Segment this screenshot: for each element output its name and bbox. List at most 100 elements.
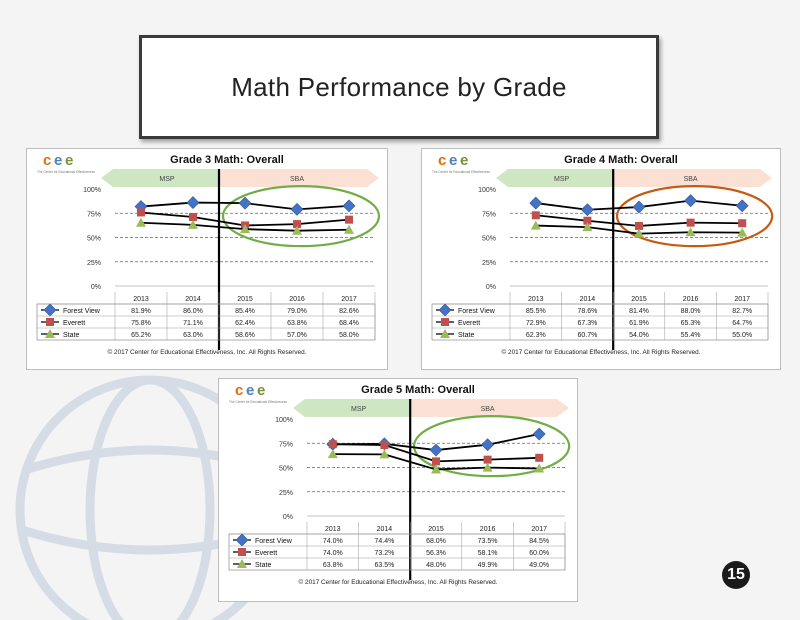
- grade5-xtick-label: 2017: [531, 526, 547, 533]
- grade4-everett-point: [738, 219, 747, 228]
- grade4-xtick-label: 2015: [631, 296, 647, 303]
- grade3-forest-view-point: [342, 199, 356, 213]
- grade5-everett-data-label: 74.0%: [323, 550, 343, 557]
- grade4-everett-point: [686, 218, 695, 227]
- grade4-everett-data-label: 72.9%: [526, 320, 546, 327]
- grade5-state-data-label: 49.0%: [529, 562, 549, 569]
- grade5-everett-data-label: 56.3%: [426, 550, 446, 557]
- grade3-state-point: [240, 224, 250, 234]
- slide-title: Math Performance by Grade: [231, 71, 567, 102]
- grade5-state-data-label: 49.9%: [478, 562, 498, 569]
- grade3-sba-band: [219, 169, 379, 187]
- grade3-state-legend-marker: [45, 329, 55, 338]
- grade3-forest-view-data-label: 85.4%: [235, 308, 255, 315]
- grade5-xtick-label: 2015: [428, 526, 444, 533]
- grade3-everett-data-label: 62.4%: [235, 320, 255, 327]
- grade5-everett-point: [535, 453, 544, 462]
- grade4-forest-view-data-label: 88.0%: [681, 308, 701, 315]
- grade5-state-point: [534, 463, 545, 473]
- grade3-xtick-label: 2013: [133, 296, 149, 303]
- grade5-everett-data-label: 73.2%: [374, 550, 394, 557]
- grade4-xtick-label: 2017: [734, 296, 750, 303]
- grade3-everett-point: [137, 208, 145, 217]
- grade4-forest-view-point: [735, 199, 749, 213]
- grade4-state-point: [634, 228, 644, 238]
- grade5-sba-label: SBA: [481, 406, 495, 413]
- grade3-chart-panel: c e e The Center for Educational Effectiven…: [26, 148, 388, 370]
- grade5-everett-point: [432, 457, 440, 466]
- grade4-state-legend-label: State: [458, 332, 474, 339]
- grade3-forest-view-data-label: 79.0%: [287, 308, 307, 315]
- grade4-state-data-label: 62.3%: [526, 332, 546, 339]
- grade5-state-data-label: 63.8%: [323, 562, 343, 569]
- grade4-forest-view-legend-label: Forest View: [458, 308, 496, 315]
- grade4-forest-view-point: [529, 196, 543, 210]
- grade5-forest-view-legend-marker: [235, 533, 249, 547]
- grade3-everett-point: [189, 213, 197, 222]
- grade4-xtick-label: 2016: [683, 296, 699, 303]
- grade5-forest-view-data-label: 73.5%: [478, 538, 498, 545]
- grade3-state-point: [188, 219, 198, 229]
- grade5-chart-panel: c e e The Center for Educational Effectiven…: [218, 378, 578, 602]
- grade4-sba-label: SBA: [684, 176, 698, 183]
- grade3-state-point: [136, 217, 146, 227]
- grade4-ytick-label: 75%: [482, 211, 496, 218]
- grade5-everett-legend-label: Everett: [255, 550, 277, 557]
- grade3-sba-label: SBA: [290, 176, 304, 183]
- grade5-everett-data-label: 60.0%: [529, 550, 549, 557]
- grade5-forest-view-point: [481, 438, 495, 452]
- grade4-forest-view-point: [684, 194, 698, 208]
- grade3-everett-point: [293, 220, 301, 229]
- grade5-everett-point: [328, 440, 337, 449]
- grade4-everett-point: [635, 221, 643, 230]
- grade4-everett-data-label: 61.9%: [629, 320, 649, 327]
- grade4-copyright: © 2017 Center for Educational Effectiven…: [502, 348, 701, 356]
- grade4-forest-view-data-label: 82.7%: [732, 308, 752, 315]
- grade4-forest-view-data-label: 78.6%: [577, 308, 597, 315]
- grade3-state-legend-label: State: [63, 332, 79, 339]
- grade5-forest-view-legend-label: Forest View: [255, 538, 293, 545]
- grade5-logo-letter: c: [235, 382, 243, 399]
- grade4-state-data-label: 55.0%: [732, 332, 752, 339]
- grade4-ytick-label: 25%: [482, 260, 496, 267]
- grade4-forest-view-data-label: 81.4%: [629, 308, 649, 315]
- slide-title-box: Math Performance by Grade: [139, 35, 659, 139]
- grade5-state-legend-marker: [237, 559, 247, 568]
- grade3-xtick-label: 2016: [289, 296, 305, 303]
- grade4-everett-legend-label: Everett: [458, 320, 480, 327]
- grade3-forest-view-data-label: 86.0%: [183, 308, 203, 315]
- grade4-chart-panel: c e e The Center for Educational Effectiven…: [421, 148, 781, 370]
- grade3-forest-view-data-label: 81.9%: [131, 308, 151, 315]
- grade5-forest-view-point: [429, 443, 443, 457]
- grade3-logo-tagline: The Center for Educational Effectiveness: [37, 170, 95, 174]
- grade4-logo-letter: e: [449, 152, 457, 169]
- grade5-state-data-label: 48.0%: [426, 562, 446, 569]
- grade3-everett-data-label: 68.4%: [339, 320, 359, 327]
- grade4-ytick-label: 50%: [482, 236, 496, 243]
- grade5-state-legend-label: State: [255, 562, 271, 569]
- grade5-msp-label: MSP: [351, 406, 367, 413]
- grade5-logo-tagline: The Center for Educational Effectiveness: [229, 400, 287, 404]
- grade5-msp-band: [293, 399, 411, 417]
- grade5-ytick-label: 75%: [279, 441, 293, 448]
- grade3-everett-point: [345, 215, 353, 224]
- grade5-state-data-label: 63.5%: [374, 562, 394, 569]
- grade3-msp-label: MSP: [159, 176, 175, 183]
- grade3-everett-data-label: 71.1%: [183, 320, 203, 327]
- grade5-ytick-label: 50%: [279, 466, 293, 473]
- grade3-logo-letter: c: [43, 152, 51, 169]
- grade4-ytick-label: 0%: [486, 284, 496, 291]
- grade5-forest-view-data-label: 74.4%: [374, 538, 394, 545]
- grade4-sba-band: [613, 169, 772, 187]
- grade5-xtick-label: 2013: [325, 526, 341, 533]
- grade5-state-point: [482, 462, 493, 472]
- grade3-everett-legend-label: Everett: [63, 320, 85, 327]
- grade4-everett-data-label: 67.3%: [577, 320, 597, 327]
- grade5-xtick-label: 2016: [480, 526, 496, 533]
- grade3-everett-data-label: 75.8%: [131, 320, 151, 327]
- grade5-forest-view-data-label: 74.0%: [323, 538, 343, 545]
- grade3-forest-view-legend-marker: [43, 303, 57, 317]
- grade5-copyright: © 2017 Center for Educational Effectiven…: [299, 578, 498, 586]
- grade4-xtick-label: 2014: [580, 296, 596, 303]
